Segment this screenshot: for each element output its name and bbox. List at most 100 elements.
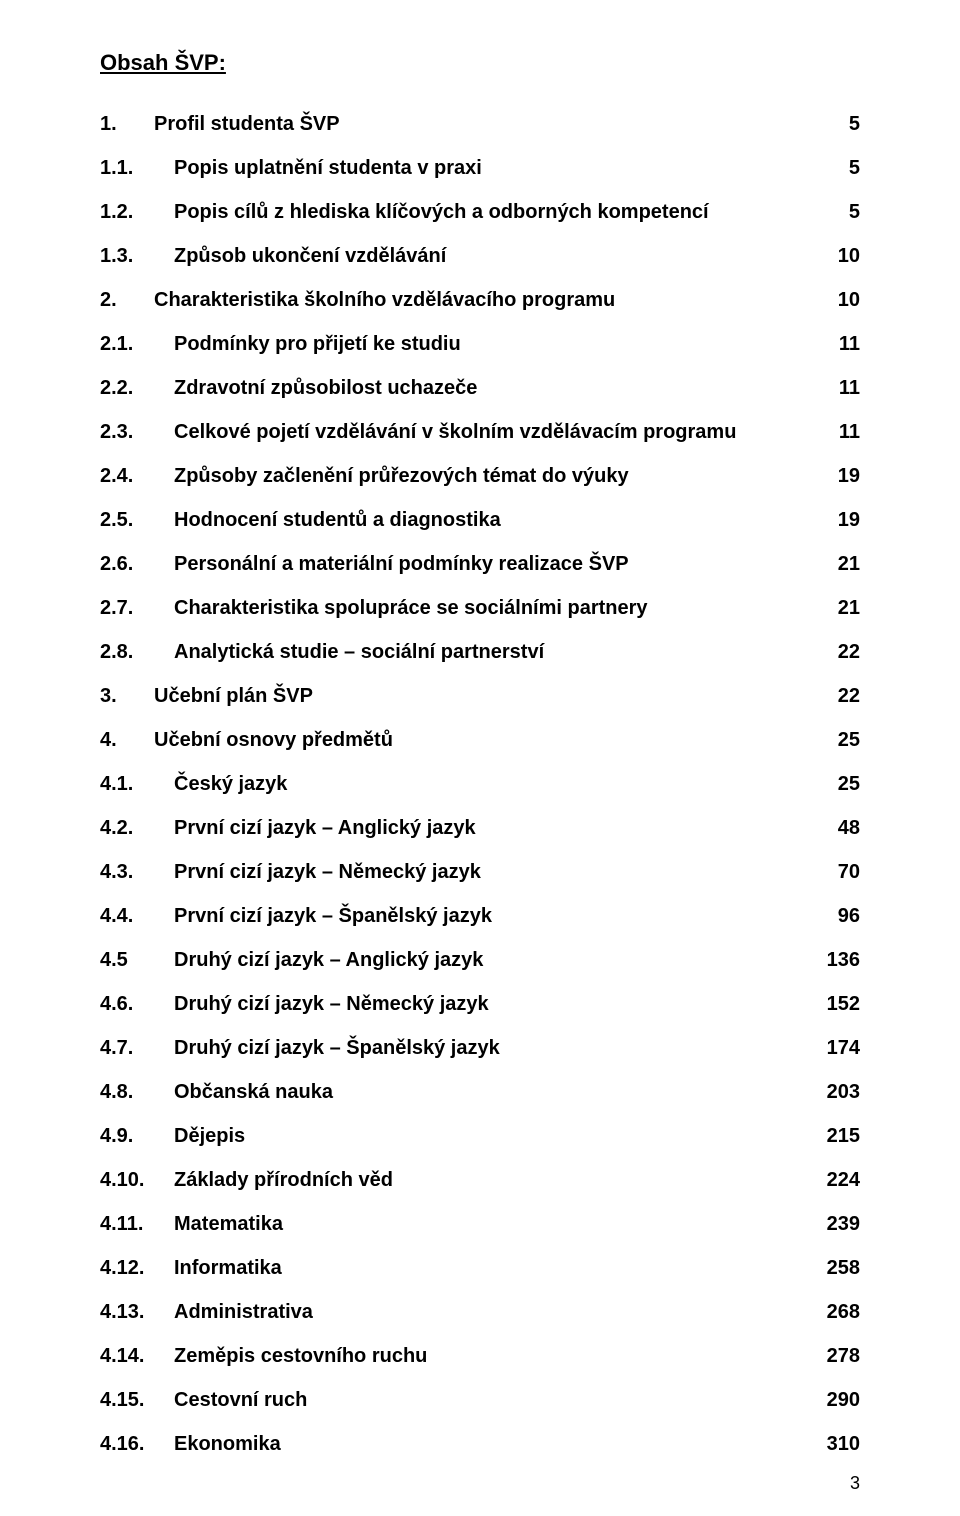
toc-entry: 4.9. Dějepis 215 bbox=[100, 1124, 860, 1148]
toc-entry-left: 4.8.Občanská nauka bbox=[100, 1080, 815, 1104]
toc-entry: 1.2.Popis cílů z hlediska klíčových a od… bbox=[100, 200, 860, 224]
toc-entry-left: 4.Učební osnovy předmětů bbox=[100, 728, 826, 752]
toc-entry-label: První cizí jazyk – Anglický jazyk bbox=[174, 816, 476, 840]
toc-entry-number: 4.7. bbox=[100, 1036, 164, 1060]
toc-list: 1.Profil studenta ŠVP51.1.Popis uplatněn… bbox=[100, 112, 860, 1456]
toc-entry: 2.4. Způsoby začlenění průřezových témat … bbox=[100, 464, 860, 488]
toc-entry-left: 4.15. Cestovní ruch bbox=[100, 1388, 815, 1412]
toc-entry: 1.Profil studenta ŠVP5 bbox=[100, 112, 860, 136]
toc-entry-left: 3.Učební plán ŠVP bbox=[100, 684, 826, 708]
toc-entry-label: Celkové pojetí vzdělávání v školním vzdě… bbox=[174, 420, 736, 444]
toc-entry: 4.13.Administrativa268 bbox=[100, 1300, 860, 1324]
toc-entry-left: 4.6. Druhý cizí jazyk – Německý jazyk bbox=[100, 992, 815, 1016]
toc-entry-label: Způsoby začlenění průřezových témat do v… bbox=[174, 464, 629, 488]
toc-entry-label: První cizí jazyk – Německý jazyk bbox=[174, 860, 481, 884]
toc-entry-page: 152 bbox=[827, 992, 860, 1016]
toc-entry-page: 258 bbox=[827, 1256, 860, 1280]
toc-entry-left: 1.Profil studenta ŠVP bbox=[100, 112, 837, 136]
toc-entry-left: 4.16. Ekonomika bbox=[100, 1432, 815, 1456]
toc-entry-page: 22 bbox=[838, 640, 860, 664]
toc-entry-page: 70 bbox=[838, 860, 860, 884]
toc-entry-number: 4.8. bbox=[100, 1080, 164, 1104]
toc-entry-number: 4.6. bbox=[100, 992, 164, 1016]
toc-entry-page: 239 bbox=[827, 1212, 860, 1236]
toc-entry: 4.2.První cizí jazyk – Anglický jazyk48 bbox=[100, 816, 860, 840]
toc-entry-left: 4.3.První cizí jazyk – Německý jazyk bbox=[100, 860, 826, 884]
toc-entry-page: 5 bbox=[849, 200, 860, 224]
toc-entry-label: Zeměpis cestovního ruchu bbox=[174, 1344, 427, 1368]
toc-entry-number: 1. bbox=[100, 112, 144, 136]
toc-entry-left: 4.1.Český jazyk bbox=[100, 772, 826, 796]
toc-entry-number: 4.9. bbox=[100, 1124, 164, 1148]
toc-entry-number: 2. bbox=[100, 288, 144, 312]
toc-entry-left: 4.4.První cizí jazyk – Španělský jazyk bbox=[100, 904, 826, 928]
toc-entry-page: 11 bbox=[839, 376, 860, 400]
toc-entry-label: Popis cílů z hlediska klíčových a odborn… bbox=[174, 200, 709, 224]
toc-entry: 2.2.Zdravotní způsobilost uchazeče 11 bbox=[100, 376, 860, 400]
toc-entry: 4.3.První cizí jazyk – Německý jazyk 70 bbox=[100, 860, 860, 884]
toc-entry-left: 2.5. Hodnocení studentů a diagnostika bbox=[100, 508, 826, 532]
toc-entry-left: 4.13.Administrativa bbox=[100, 1300, 815, 1324]
toc-entry-left: 1.1.Popis uplatnění studenta v praxi bbox=[100, 156, 837, 180]
page-title: Obsah ŠVP: bbox=[100, 50, 860, 76]
toc-entry-number: 4.15. bbox=[100, 1388, 164, 1412]
toc-entry-page: 21 bbox=[838, 552, 860, 576]
toc-entry-number: 4.11. bbox=[100, 1212, 164, 1236]
toc-entry-label: Hodnocení studentů a diagnostika bbox=[174, 508, 501, 532]
toc-entry: 1.1.Popis uplatnění studenta v praxi5 bbox=[100, 156, 860, 180]
toc-entry-number: 4.16. bbox=[100, 1432, 164, 1456]
toc-entry-label: Cestovní ruch bbox=[174, 1388, 307, 1412]
toc-entry-page: 10 bbox=[838, 244, 860, 268]
toc-entry: 4.12. Informatika 258 bbox=[100, 1256, 860, 1280]
toc-entry-page: 310 bbox=[827, 1432, 860, 1456]
toc-entry-left: 2.2.Zdravotní způsobilost uchazeče bbox=[100, 376, 827, 400]
toc-entry-left: 4.2.První cizí jazyk – Anglický jazyk bbox=[100, 816, 826, 840]
toc-entry-label: Základy přírodních věd bbox=[174, 1168, 393, 1192]
toc-entry-label: Způsob ukončení vzdělávání bbox=[174, 244, 446, 268]
toc-entry-page: 278 bbox=[827, 1344, 860, 1368]
toc-entry-left: 2.7. Charakteristika spolupráce se sociál… bbox=[100, 596, 826, 620]
toc-entry: 4.8.Občanská nauka 203 bbox=[100, 1080, 860, 1104]
toc-entry-label: Ekonomika bbox=[174, 1432, 281, 1456]
toc-entry-number: 1.1. bbox=[100, 156, 164, 180]
toc-entry-page: 96 bbox=[838, 904, 860, 928]
toc-entry-label: Učební plán ŠVP bbox=[154, 684, 313, 708]
toc-entry: 2.3.Celkové pojetí vzdělávání v školním … bbox=[100, 420, 860, 444]
toc-entry-page: 224 bbox=[827, 1168, 860, 1192]
toc-entry-label: Charakteristika spolupráce se sociálními… bbox=[174, 596, 648, 620]
toc-entry: 2.6.Personální a materiální podmínky rea… bbox=[100, 552, 860, 576]
toc-entry-left: 4.10.Základy přírodních věd bbox=[100, 1168, 815, 1192]
toc-entry-number: 2.5. bbox=[100, 508, 164, 532]
toc-entry-number: 2.6. bbox=[100, 552, 164, 576]
toc-entry-page: 19 bbox=[838, 464, 860, 488]
toc-entry-label: Dějepis bbox=[174, 1124, 245, 1148]
toc-entry-number: 2.7. bbox=[100, 596, 164, 620]
toc-entry-left: 1.3.Způsob ukončení vzdělávání bbox=[100, 244, 826, 268]
toc-entry: 4.5Druhý cizí jazyk – Anglický jazyk136 bbox=[100, 948, 860, 972]
toc-entry-label: Matematika bbox=[174, 1212, 283, 1236]
toc-entry: 4.14.Zeměpis cestovního ruchu278 bbox=[100, 1344, 860, 1368]
toc-entry-page: 25 bbox=[838, 772, 860, 796]
toc-entry-page: 215 bbox=[827, 1124, 860, 1148]
toc-entry-left: 4.11. Matematika bbox=[100, 1212, 815, 1236]
toc-entry-number: 2.2. bbox=[100, 376, 164, 400]
toc-entry-number: 4.12. bbox=[100, 1256, 164, 1280]
toc-entry-left: 4.7.Druhý cizí jazyk – Španělský jazyk bbox=[100, 1036, 815, 1060]
toc-entry-page: 203 bbox=[827, 1080, 860, 1104]
toc-entry-page: 21 bbox=[838, 596, 860, 620]
toc-entry: 1.3.Způsob ukončení vzdělávání 10 bbox=[100, 244, 860, 268]
toc-entry-page: 136 bbox=[827, 948, 860, 972]
toc-entry-number: 2.4. bbox=[100, 464, 164, 488]
toc-entry-label: Informatika bbox=[174, 1256, 282, 1280]
toc-entry-page: 11 bbox=[839, 420, 860, 444]
toc-entry: 4.Učební osnovy předmětů25 bbox=[100, 728, 860, 752]
toc-entry-page: 19 bbox=[838, 508, 860, 532]
toc-entry: 4.1.Český jazyk 25 bbox=[100, 772, 860, 796]
toc-entry-number: 4.4. bbox=[100, 904, 164, 928]
toc-entry-number: 2.1. bbox=[100, 332, 164, 356]
toc-entry-label: Podmínky pro přijetí ke studiu bbox=[174, 332, 461, 356]
toc-entry-label: Druhý cizí jazyk – Německý jazyk bbox=[174, 992, 489, 1016]
toc-entry-left: 1.2.Popis cílů z hlediska klíčových a od… bbox=[100, 200, 837, 224]
toc-entry-page: 11 bbox=[839, 332, 860, 356]
toc-entry-left: 2.Charakteristika školního vzdělávacího … bbox=[100, 288, 826, 312]
